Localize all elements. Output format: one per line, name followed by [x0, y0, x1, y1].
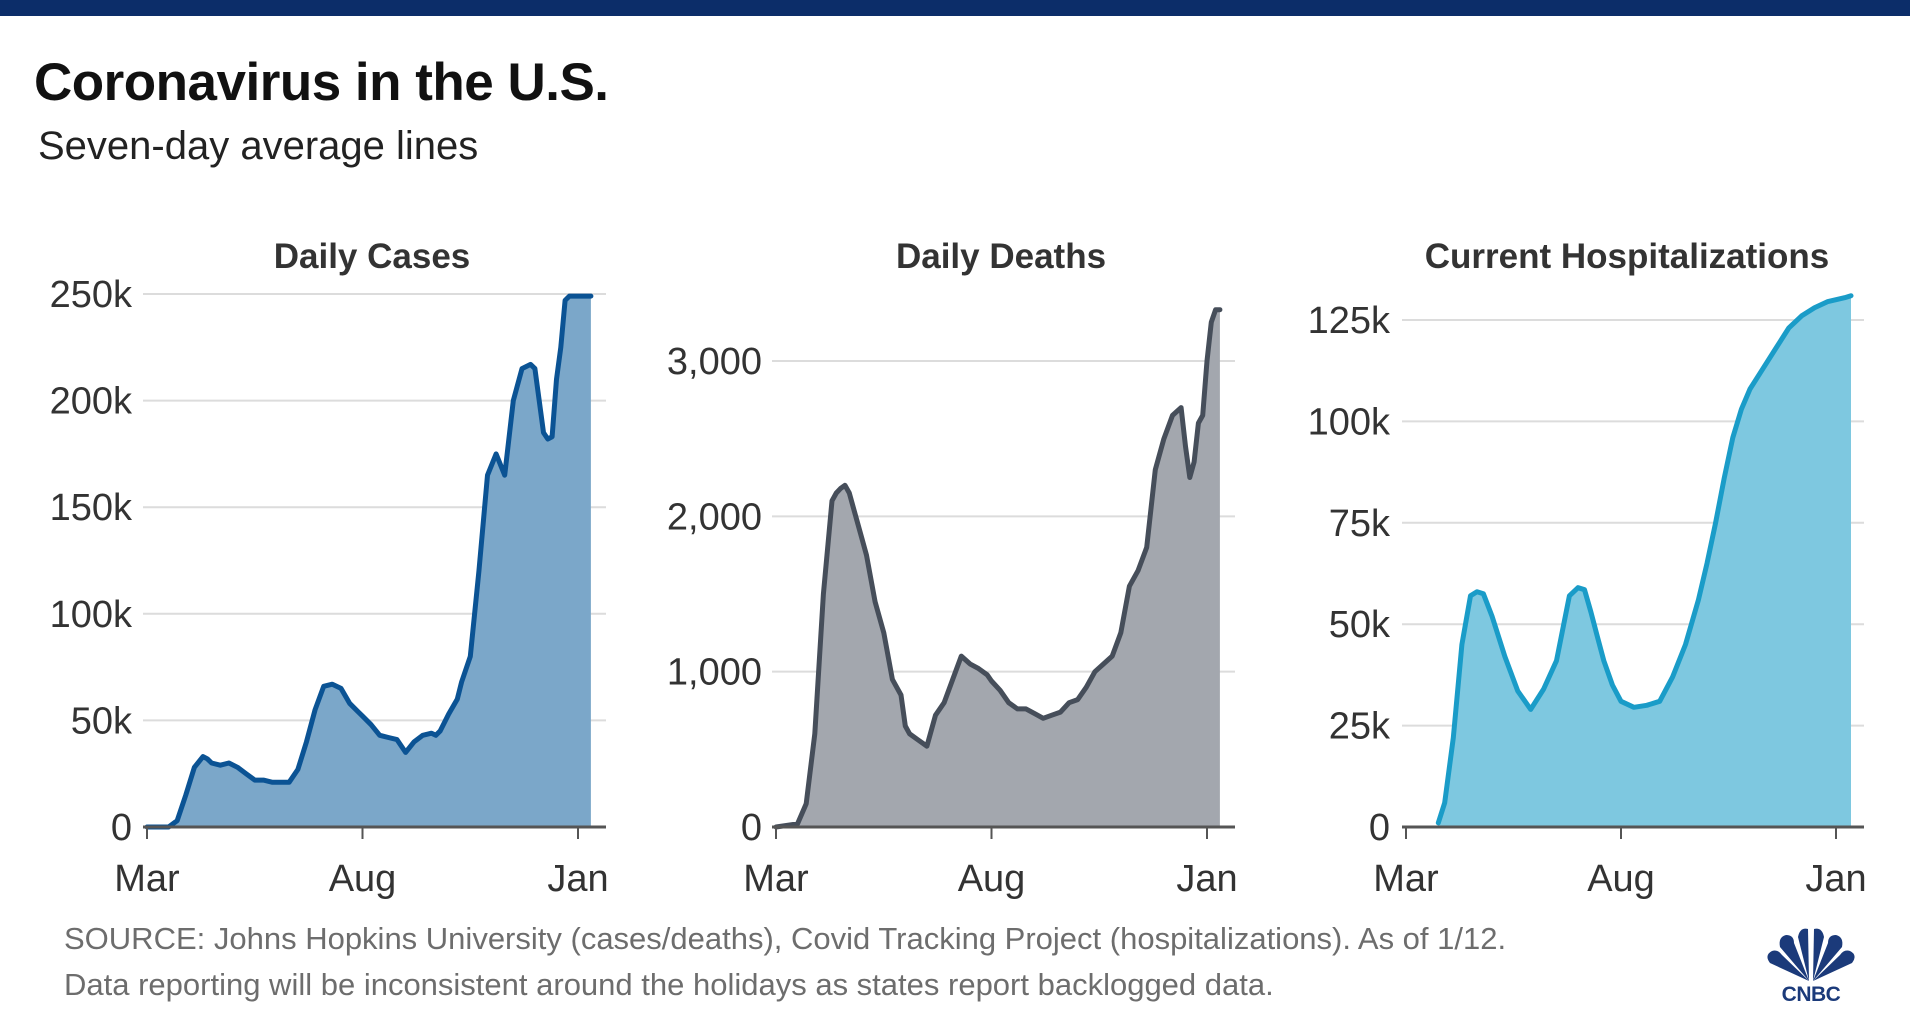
y-tick-label: 150k [50, 487, 133, 529]
x-tick-label: Jan [547, 858, 608, 900]
source-note: SOURCE: Johns Hopkins University (cases/… [64, 916, 1506, 1008]
y-tick-label: 25k [1329, 706, 1391, 748]
y-tick-label: 0 [741, 807, 762, 849]
cnbc-peacock-icon [1767, 928, 1855, 981]
y-tick-label: 250k [50, 274, 133, 316]
area-fill [776, 309, 1220, 827]
y-tick-label: 125k [1308, 300, 1391, 342]
chart-title: Daily Cases [274, 237, 471, 276]
chart-title: Daily Deaths [896, 237, 1106, 276]
area-fill [1438, 295, 1851, 827]
cnbc-logo: CNBC [1767, 928, 1855, 1005]
y-tick-label: 1,000 [667, 652, 762, 694]
y-tick-label: 100k [50, 594, 133, 636]
x-tick-label: Aug [329, 858, 397, 900]
y-tick-label: 3,000 [667, 341, 762, 383]
y-tick-label: 2,000 [667, 496, 762, 538]
peacock-feather [1813, 928, 1824, 981]
y-tick-label: 100k [1308, 401, 1391, 443]
peacock-feather [1767, 950, 1809, 981]
y-tick-label: 200k [50, 381, 133, 423]
y-tick-label: 0 [1369, 807, 1390, 849]
x-tick-label: Mar [743, 858, 809, 900]
top-brand-bar [0, 0, 1910, 16]
x-tick-label: Aug [958, 858, 1026, 900]
page-title: Coronavirus in the U.S. [34, 53, 609, 112]
area-fill [147, 296, 591, 828]
series-line [144, 293, 594, 830]
chart-daily-deaths: Daily Deaths 0 1,000 2,000 3,000 Mar Aug Jan [667, 237, 1238, 900]
y-tick-label: 0 [111, 807, 132, 849]
series-line [773, 307, 1223, 830]
peacock-feather [1813, 950, 1855, 981]
page-subtitle: Seven-day average lines [38, 124, 479, 168]
peacock-feather [1779, 935, 1809, 981]
x-tick-label: Mar [114, 858, 180, 900]
chart-daily-cases: Daily Cases 0 50k 100k 150k 200k 250k Mar Aug Jan [50, 237, 609, 900]
y-tick-label: 50k [1329, 604, 1391, 646]
cnbc-wordmark: CNBC [1782, 983, 1841, 1005]
y-tick-label: 50k [71, 700, 133, 742]
chart-current-hospitalizations: Current Hospitalizations 0 25k 50k 75k 100k 12… [1308, 237, 1867, 900]
x-tick-label: Jan [1176, 858, 1237, 900]
disclaimer-line: Data reporting will be inconsistent arou… [64, 967, 1274, 1002]
x-tick-label: Aug [1587, 858, 1655, 900]
source-line: SOURCE: Johns Hopkins University (cases/… [64, 921, 1507, 956]
peacock-feather [1798, 928, 1809, 981]
peacock-feather [1813, 935, 1843, 981]
chart-title: Current Hospitalizations [1425, 237, 1829, 276]
series-line [1435, 293, 1854, 826]
x-tick-label: Mar [1373, 858, 1439, 900]
y-tick-label: 75k [1329, 503, 1391, 545]
x-tick-label: Jan [1805, 858, 1866, 900]
